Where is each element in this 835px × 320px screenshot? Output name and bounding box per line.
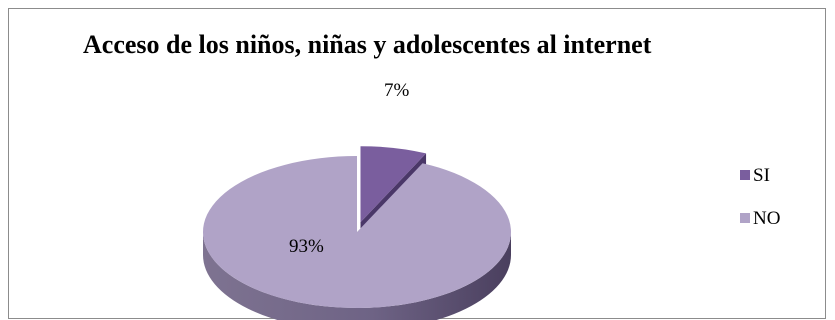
chart-title: Acceso de los niños, niñas y adolescente… — [83, 30, 652, 59]
legend-label-no: NO — [753, 208, 781, 229]
pie-slice-si — [360, 146, 427, 223]
legend-swatch-no — [740, 213, 750, 223]
pie-slice-side-no — [203, 232, 511, 320]
data-label-si: 7% — [384, 80, 410, 101]
legend-swatch-si — [740, 170, 750, 180]
data-label-no: 93% — [289, 236, 324, 257]
legend-item-no: NO — [740, 209, 780, 228]
legend-label-si: SI — [753, 165, 770, 186]
legend-item-si: SI — [740, 166, 770, 185]
pie-slice-no — [203, 156, 512, 308]
